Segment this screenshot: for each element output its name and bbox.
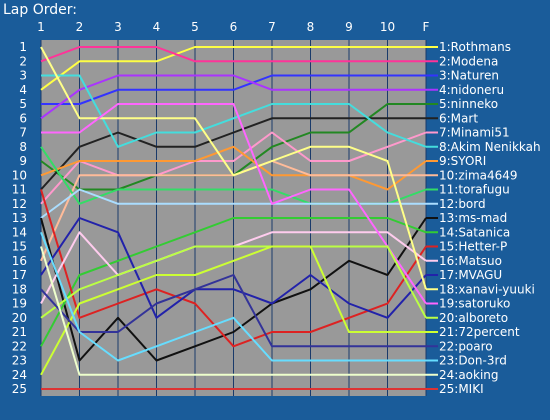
- x-tick-label: 9: [345, 20, 353, 34]
- y-tick-label: 23: [12, 354, 27, 368]
- legend-entry: 22:poaro: [439, 339, 493, 353]
- legend-entry: 1:Rothmans: [439, 40, 511, 54]
- series-line-1: [40, 46, 426, 91]
- x-tick-label: 2: [76, 20, 84, 34]
- x-tick-label: 8: [307, 20, 315, 34]
- legend-entry: 23:Don-3rd: [439, 354, 507, 368]
- y-tick-label: 9: [19, 154, 27, 168]
- series-line-9: [40, 145, 427, 191]
- series-line-7: [40, 131, 427, 205]
- series-line-14: [40, 217, 427, 347]
- x-tick-label: 6: [230, 20, 238, 34]
- legend-entry: 9:SYORI: [439, 154, 486, 168]
- series-line-8: [41, 74, 427, 148]
- series-line-15: [40, 189, 427, 348]
- y-tick-label: 8: [19, 140, 27, 154]
- x-tick-label: F: [423, 20, 430, 34]
- y-tick-label: 5: [19, 97, 27, 111]
- y-tick-label: 1: [19, 40, 27, 54]
- y-tick-label: 10: [12, 168, 27, 182]
- legend-entry: 7:Minami51: [439, 126, 510, 140]
- legend-entry: 8:Akim Nenikkah: [439, 140, 541, 154]
- series-line-24: [40, 246, 426, 376]
- series-line-12: [40, 188, 426, 219]
- legend-entry: 17:MVAGU: [439, 268, 502, 282]
- series-line-2: [40, 46, 426, 63]
- x-tick-label: 5: [191, 20, 199, 34]
- legend-entry: 19:satoruko: [439, 297, 510, 311]
- y-tick-label: 21: [12, 325, 27, 339]
- legend-entry: 14:Satanica: [439, 225, 510, 239]
- legend-entry: 18:xanavi-yuuki: [439, 282, 535, 296]
- legend-entry: 25:MIKI: [439, 382, 484, 396]
- series-line-19: [41, 103, 427, 305]
- series-lines: [40, 46, 427, 390]
- y-tick-label: 15: [12, 240, 27, 254]
- legend: 1:Rothmans2:Modena3:Naturen4:nidoneru5:n…: [426, 40, 541, 396]
- series-line-6: [40, 117, 426, 191]
- legend-entry: 3:Naturen: [439, 69, 499, 83]
- legend-entry: 4:nidoneru: [439, 83, 504, 97]
- x-tick-label: 4: [153, 20, 161, 34]
- y-tick-label: 22: [12, 339, 27, 353]
- series-line-22: [40, 274, 426, 348]
- series-line-18: [40, 46, 427, 290]
- y-tick-label: 19: [12, 297, 27, 311]
- y-tick-label: 4: [19, 83, 27, 97]
- y-tick-label: 13: [12, 211, 27, 225]
- chart-title: Lap Order:: [3, 2, 77, 18]
- y-tick-label: 2: [19, 54, 27, 68]
- series-line-20: [40, 245, 427, 319]
- legend-entry: 5:ninneko: [439, 97, 498, 111]
- y-tick-labels: 1234567891011121314151617181920212223242…: [12, 40, 27, 396]
- legend-entry: 6:Mart: [439, 111, 478, 125]
- x-tick-label: 10: [380, 20, 395, 34]
- y-tick-label: 14: [12, 225, 27, 239]
- legend-entry: 13:ms-mad: [439, 211, 507, 225]
- y-tick-label: 18: [12, 282, 27, 296]
- series-line-21: [40, 245, 426, 376]
- series-line-3: [41, 74, 426, 105]
- y-tick-label: 3: [19, 69, 27, 83]
- y-tick-label: 25: [12, 382, 27, 396]
- legend-entry: 2:Modena: [439, 54, 498, 68]
- x-tick-label: 1: [37, 20, 45, 34]
- x-tick-label: 7: [268, 20, 276, 34]
- y-tick-label: 11: [12, 183, 27, 197]
- series-line-23: [40, 231, 426, 362]
- legend-entry: 15:Hetter-P: [439, 240, 507, 254]
- y-tick-label: 20: [12, 311, 27, 325]
- x-tick-labels: 1 2 3 4 5 6 7 8 9 10 F: [37, 20, 429, 34]
- y-tick-label: 17: [12, 268, 27, 282]
- legend-entry: 10:zima4649: [439, 168, 518, 182]
- legend-entry: 20:alboreto: [439, 311, 508, 325]
- y-tick-label: 6: [19, 111, 27, 125]
- x-tick-label: 3: [114, 20, 122, 34]
- y-tick-label: 12: [12, 197, 27, 211]
- series-line-17: [40, 217, 427, 319]
- legend-entry: 24:aoking: [439, 368, 499, 382]
- legend-entry: 12:bord: [439, 197, 486, 211]
- y-tick-label: 16: [12, 254, 27, 268]
- legend-entry: 21:72percent: [439, 325, 520, 339]
- legend-entry: 16:Matsuo: [439, 254, 502, 268]
- legend-entry: 11:torafugu: [439, 183, 510, 197]
- y-tick-label: 24: [12, 368, 27, 382]
- y-tick-label: 7: [19, 126, 27, 140]
- series-line-4: [40, 74, 426, 120]
